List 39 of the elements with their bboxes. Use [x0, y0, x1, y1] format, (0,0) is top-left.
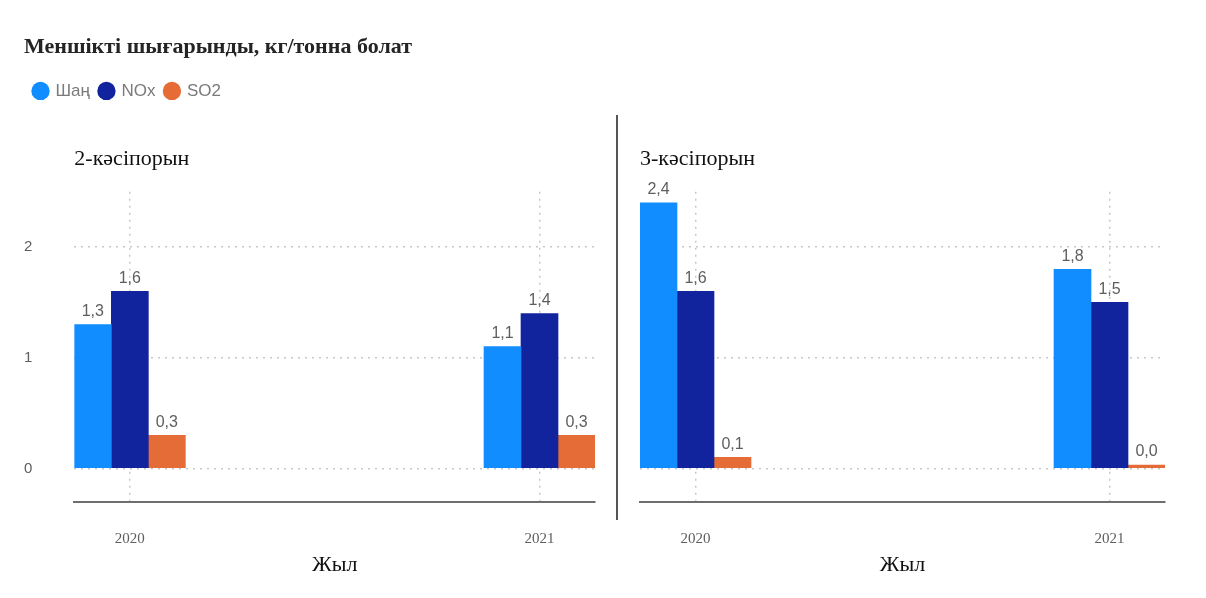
x-tick-label: 2020	[680, 529, 711, 546]
chart-title: Меншікті шығарынды, кг/тонна болат	[24, 32, 413, 58]
bar	[148, 434, 186, 468]
chart-subtitle: 3-кәсіпорын	[640, 145, 756, 171]
data-label: 2,4	[647, 180, 670, 198]
data-label: 1,6	[684, 268, 707, 286]
x-axis-title: Жыл	[879, 550, 926, 576]
data-label: 0,3	[155, 412, 179, 430]
data-label: 0,3	[565, 412, 588, 430]
bar	[483, 346, 522, 468]
data-label: 1,1	[491, 324, 514, 342]
data-label: 1,4	[528, 290, 551, 308]
bar	[713, 457, 752, 468]
data-label: 1,6	[118, 268, 142, 286]
x-axis-title: Жыл	[311, 550, 358, 576]
x-tick-label: 2021	[1094, 529, 1125, 546]
bar	[557, 434, 595, 468]
data-label: 1,5	[1098, 279, 1121, 297]
bar	[1053, 268, 1092, 468]
data-label: 0,1	[721, 434, 744, 452]
y-tick-label: 1	[24, 347, 33, 365]
data-label: 1,8	[1061, 246, 1084, 264]
bar	[1127, 464, 1165, 468]
bar	[1090, 302, 1129, 468]
legend-label: SO2	[186, 80, 221, 100]
y-tick-label: 0	[24, 458, 33, 476]
legend-label: NOx	[121, 80, 156, 100]
chart-subtitle: 2-кәсіпорын	[74, 145, 190, 171]
x-tick-label: 2020	[114, 529, 145, 546]
data-label: 0,0	[1135, 442, 1158, 460]
legend-label: Шаң	[55, 80, 91, 100]
y-tick-label: 2	[24, 237, 33, 255]
bar	[520, 313, 559, 468]
bar	[111, 291, 149, 468]
bar	[640, 202, 678, 468]
bar	[676, 291, 715, 468]
data-label: 1,3	[81, 301, 105, 319]
x-tick-label: 2021	[524, 529, 555, 546]
bar	[74, 324, 112, 468]
